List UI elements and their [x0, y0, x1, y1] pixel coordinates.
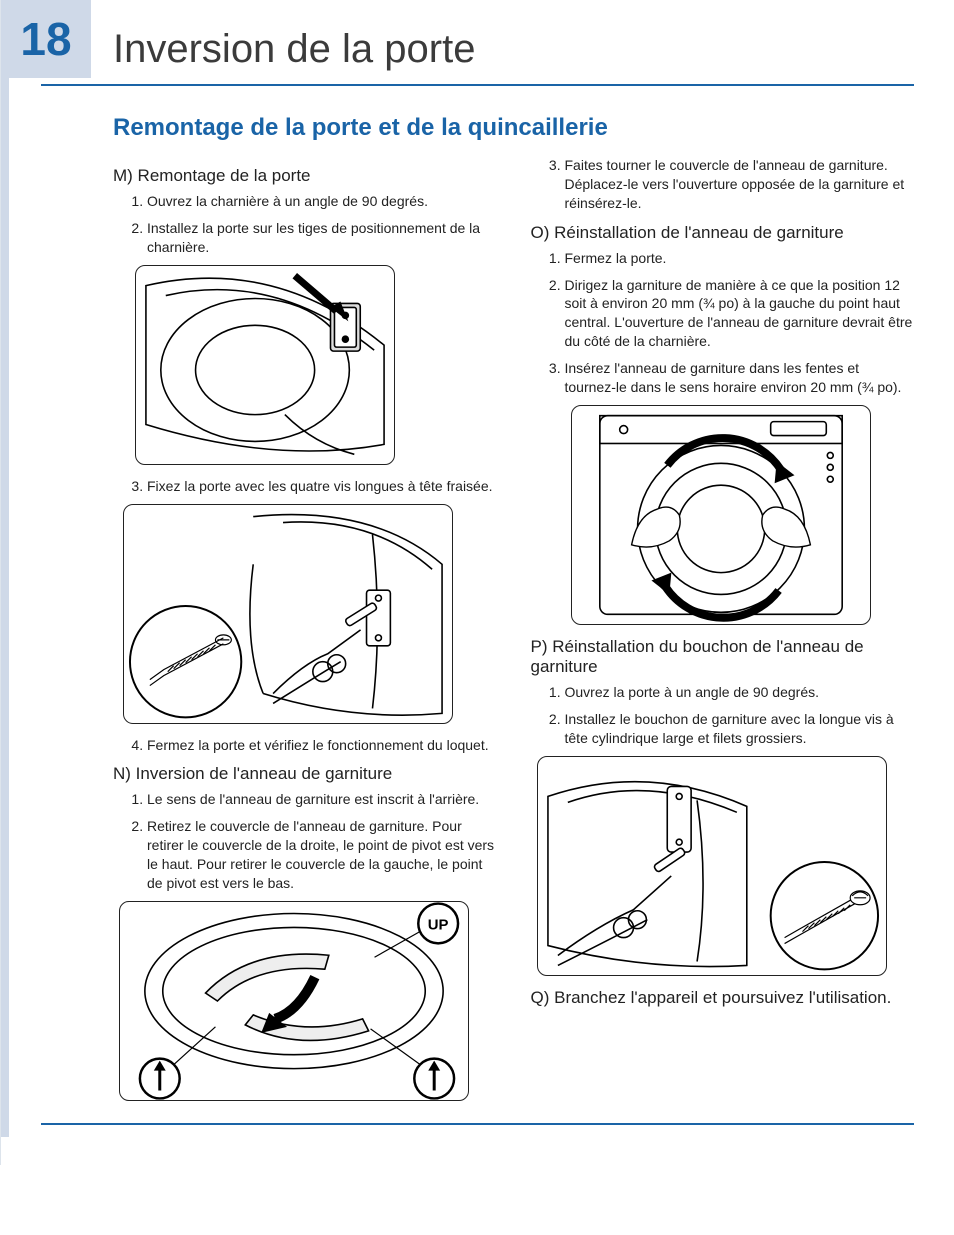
heading-m: M) Remontage de la porte — [113, 166, 497, 186]
header: 18 Inversion de la porte — [41, 0, 914, 78]
top-rule — [41, 84, 914, 86]
page-number-box: 18 — [1, 0, 91, 78]
steps-p: Ouvrez la porte à un angle de 90 degrés.… — [531, 683, 915, 748]
heading-n: N) Inversion de l'anneau de garniture — [113, 764, 497, 784]
step-o3: Insérez l'anneau de garniture dans les f… — [565, 359, 915, 397]
figure-door-on-hinge — [135, 265, 395, 465]
step-n3: Faites tourner le couvercle de l'anneau … — [565, 156, 915, 213]
figure-rotate-trim-on-washer — [571, 405, 871, 625]
steps-o: Fermez la porte. Dirigez la garniture de… — [531, 249, 915, 397]
page-title: Inversion de la porte — [113, 27, 475, 78]
step-p1: Ouvrez la porte à un angle de 90 degrés. — [565, 683, 915, 702]
step-n1: Le sens de l'anneau de garniture est ins… — [147, 790, 497, 809]
two-columns: M) Remontage de la porte Ouvrez la charn… — [113, 156, 914, 1113]
steps-m-cont: Fixez la porte avec les quatre vis longu… — [113, 477, 497, 496]
right-column: Faites tourner le couvercle de l'anneau … — [531, 156, 915, 1113]
section-title: Remontage de la porte et de la quincaill… — [113, 114, 914, 142]
figure-install-trim-plug — [537, 756, 887, 976]
step-m2: Installez la porte sur les tiges de posi… — [147, 219, 497, 257]
steps-m-cont2: Fermez la porte et vérifiez le fonctionn… — [113, 736, 497, 755]
heading-p: P) Réinstallation du bouchon de l'anneau… — [531, 637, 915, 677]
step-m3: Fixez la porte avec les quatre vis longu… — [147, 477, 497, 496]
left-stripe — [1, 78, 9, 1137]
up-label: UP — [428, 917, 449, 933]
step-m1: Ouvrez la charnière à un angle de 90 deg… — [147, 192, 497, 211]
page-number: 18 — [20, 12, 71, 66]
content: Remontage de la porte et de la quincaill… — [113, 114, 914, 1113]
steps-n: Le sens de l'anneau de garniture est ins… — [113, 790, 497, 892]
figure-trim-ring-reverse: UP — [119, 901, 469, 1101]
left-column: M) Remontage de la porte Ouvrez la charn… — [113, 156, 497, 1113]
heading-q: Q) Branchez l'appareil et poursuivez l'u… — [531, 988, 915, 1008]
figure-screw-hinge — [123, 504, 453, 724]
step-o2: Dirigez la garniture de manière à ce que… — [565, 276, 915, 352]
steps-m: Ouvrez la charnière à un angle de 90 deg… — [113, 192, 497, 257]
step-m4: Fermez la porte et vérifiez le fonctionn… — [147, 736, 497, 755]
step-o1: Fermez la porte. — [565, 249, 915, 268]
heading-o: O) Réinstallation de l'anneau de garnitu… — [531, 223, 915, 243]
step-n2: Retirez le couvercle de l'anneau de garn… — [147, 817, 497, 893]
steps-n-cont: Faites tourner le couvercle de l'anneau … — [531, 156, 915, 213]
bottom-rule — [41, 1123, 914, 1125]
step-p2: Installez le bouchon de garniture avec l… — [565, 710, 915, 748]
